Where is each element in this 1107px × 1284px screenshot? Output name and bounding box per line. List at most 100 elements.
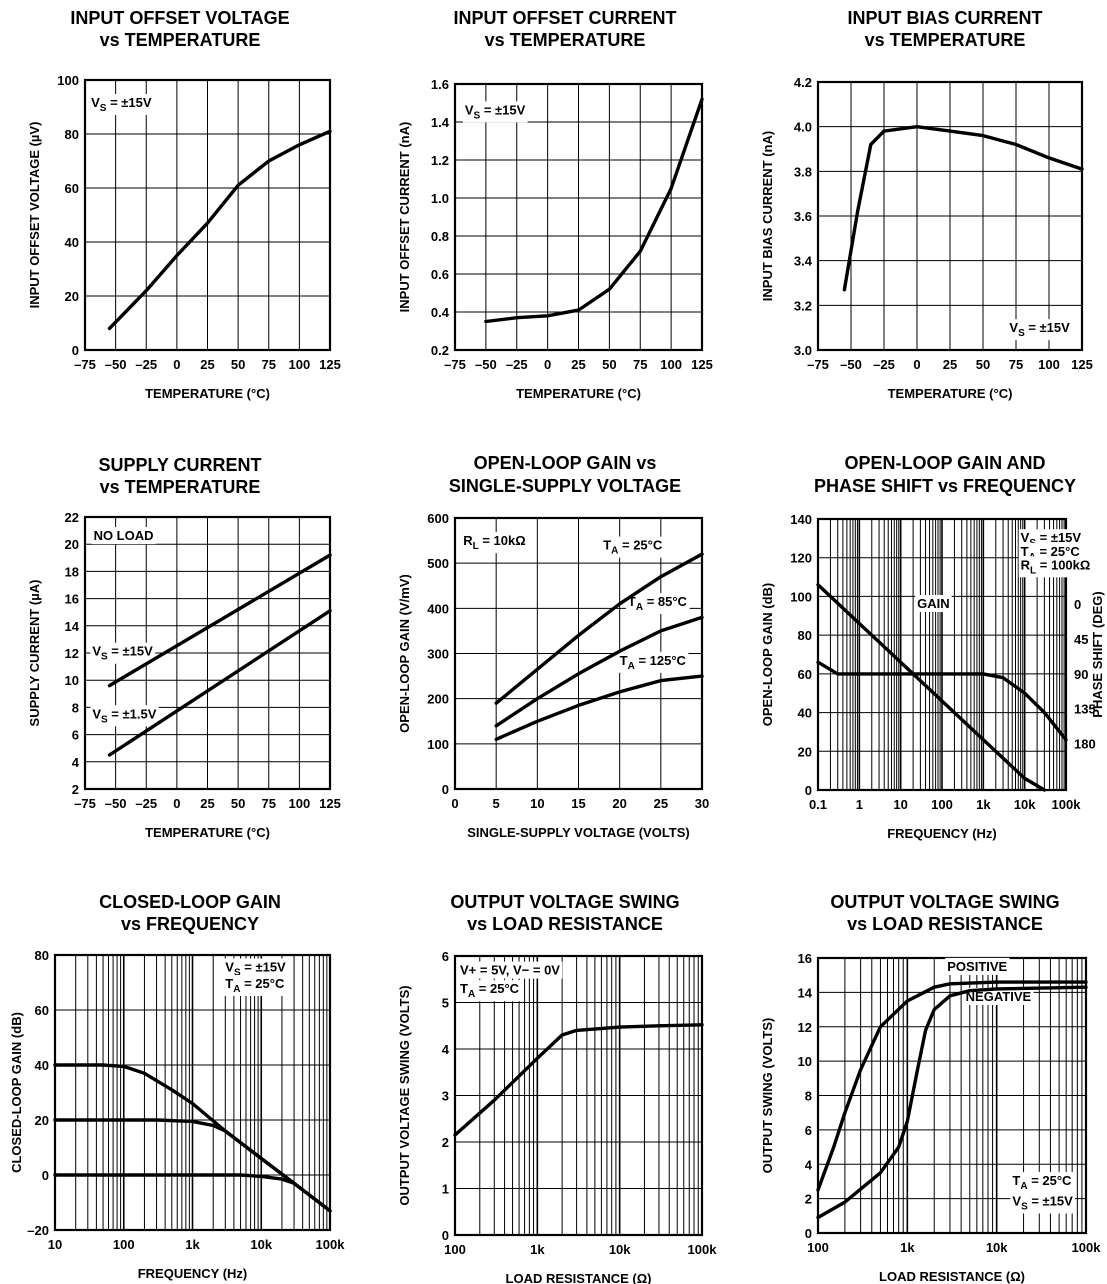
y2-tick-label: 180: [1074, 737, 1096, 752]
annotation-bg: [1010, 1171, 1075, 1193]
x-tick-label: 1k: [185, 1237, 200, 1252]
x-tick-label: 0: [544, 357, 551, 372]
x-tick-label: –25: [506, 357, 528, 372]
chart-title: CLOSED-LOOP GAIN: [99, 892, 281, 912]
grid: [83, 78, 332, 352]
y-tick-label: 18: [65, 564, 79, 579]
y-tick-label: 6: [72, 728, 79, 743]
annotation: VS = ±15V: [1009, 320, 1070, 339]
x-tick-label: 50: [231, 796, 245, 811]
x-tick-label: –75: [74, 796, 96, 811]
annotation-bg: [963, 987, 1034, 1005]
x-tick-label: 10k: [609, 1242, 631, 1257]
annotation-bg: [90, 705, 159, 727]
annotation-bg: [91, 527, 156, 545]
x-tick-label: 10k: [250, 1237, 272, 1252]
x-tick-label: 1k: [530, 1242, 545, 1257]
y-tick-label: 60: [35, 1003, 49, 1018]
y-tick-label: 4.2: [794, 75, 812, 90]
annotation: VS = ±15V: [92, 644, 153, 663]
annotation-bg: [1010, 1192, 1076, 1214]
y-tick-label: 14: [65, 619, 80, 634]
x-tick-label: –75: [807, 357, 829, 372]
annotation: TA = 25°C: [1012, 1173, 1072, 1192]
y-tick-label: 1.6: [431, 77, 449, 92]
x-tick-label: –50: [105, 357, 127, 372]
x-axis-label: SINGLE-SUPPLY VOLTAGE (VOLTS): [467, 825, 689, 840]
x-tick-label: 125: [319, 357, 341, 372]
y-tick-label: 4: [805, 1157, 813, 1172]
x-tick-label: 125: [319, 796, 341, 811]
y-tick-label: 8: [805, 1089, 812, 1104]
chart-title: vs FREQUENCY: [121, 914, 259, 934]
y2-tick-label: 135: [1074, 702, 1096, 717]
annotation-bg: [617, 651, 689, 673]
annotation: VS = ±15V: [91, 95, 152, 114]
x-tick-label: 0: [173, 357, 180, 372]
series-line: [107, 129, 332, 331]
x-tick-label: 10: [530, 796, 544, 811]
x-tick-label: 10k: [986, 1240, 1008, 1255]
y-tick-label: 80: [65, 127, 79, 142]
x-tick-label: –75: [444, 357, 466, 372]
series-line: [484, 97, 704, 324]
y-tick-label: 0: [442, 1228, 449, 1243]
chart-title: INPUT BIAS CURRENT: [847, 8, 1042, 28]
x-tick-label: 10: [893, 797, 907, 812]
annotation-bg: [915, 595, 952, 613]
y-tick-label: 80: [798, 628, 812, 643]
x-tick-label: 50: [976, 357, 990, 372]
x-tick-label: 0: [173, 796, 180, 811]
series-line: [494, 552, 704, 705]
y-tick-label: 16: [798, 951, 812, 966]
x-axis-label: TEMPERATURE (°C): [145, 825, 270, 840]
x-tick-label: 1k: [976, 797, 991, 812]
x-axis-label: FREQUENCY (Hz): [887, 826, 997, 841]
grid: [453, 82, 704, 352]
x-tick-label: 0.1: [809, 797, 827, 812]
series-line: [816, 985, 1088, 1220]
y-tick-label: 0.4: [431, 305, 450, 320]
annotation: VS = ±15V: [225, 960, 286, 979]
x-axis-label: TEMPERATURE (°C): [145, 386, 270, 401]
annotation-bg: [625, 593, 690, 615]
x-tick-label: 75: [633, 357, 647, 372]
annotation: VS = ±1.5V: [92, 706, 156, 725]
chart-title: SINGLE-SUPPLY VOLTAGE: [449, 476, 681, 496]
y-axis-label: INPUT BIAS CURRENT (nA): [760, 131, 775, 301]
annotation-bg: [1018, 556, 1093, 578]
y-tick-label: 3.2: [794, 298, 812, 313]
chart-title: OUTPUT VOLTAGE SWING: [830, 892, 1059, 912]
y2-tick-label: 90: [1074, 667, 1088, 682]
chart-title: OPEN-LOOP GAIN AND: [844, 453, 1045, 473]
x-tick-label: 125: [691, 357, 713, 372]
y-tick-label: 0.8: [431, 229, 449, 244]
grid: [83, 515, 332, 791]
y-tick-label: 14: [798, 985, 813, 1000]
y-tick-label: 1.2: [431, 153, 449, 168]
x-tick-label: 75: [1009, 357, 1023, 372]
y-tick-label: 20: [65, 289, 79, 304]
x-tick-label: 100: [807, 1240, 829, 1255]
y-tick-label: 600: [427, 511, 449, 526]
annotation-bg: [462, 101, 528, 123]
x-tick-label: 15: [571, 796, 585, 811]
annotation-bg: [601, 536, 665, 558]
y-tick-label: 20: [65, 537, 79, 552]
annotation: TA = 25°C: [603, 538, 663, 557]
annotation: TA = 125°C: [620, 653, 687, 672]
x-tick-label: –50: [840, 357, 862, 372]
x-tick-label: 50: [602, 357, 616, 372]
y-tick-label: 3.8: [794, 164, 812, 179]
y-tick-label: 3.4: [794, 254, 813, 269]
y-tick-label: 1: [442, 1182, 449, 1197]
annotation-bg: [1007, 319, 1073, 341]
y-tick-label: 12: [798, 1020, 812, 1035]
y-tick-label: 60: [65, 181, 79, 196]
series-line: [816, 980, 1088, 1192]
y2-tick-label: 0: [1074, 597, 1081, 612]
x-tick-label: 0: [913, 357, 920, 372]
